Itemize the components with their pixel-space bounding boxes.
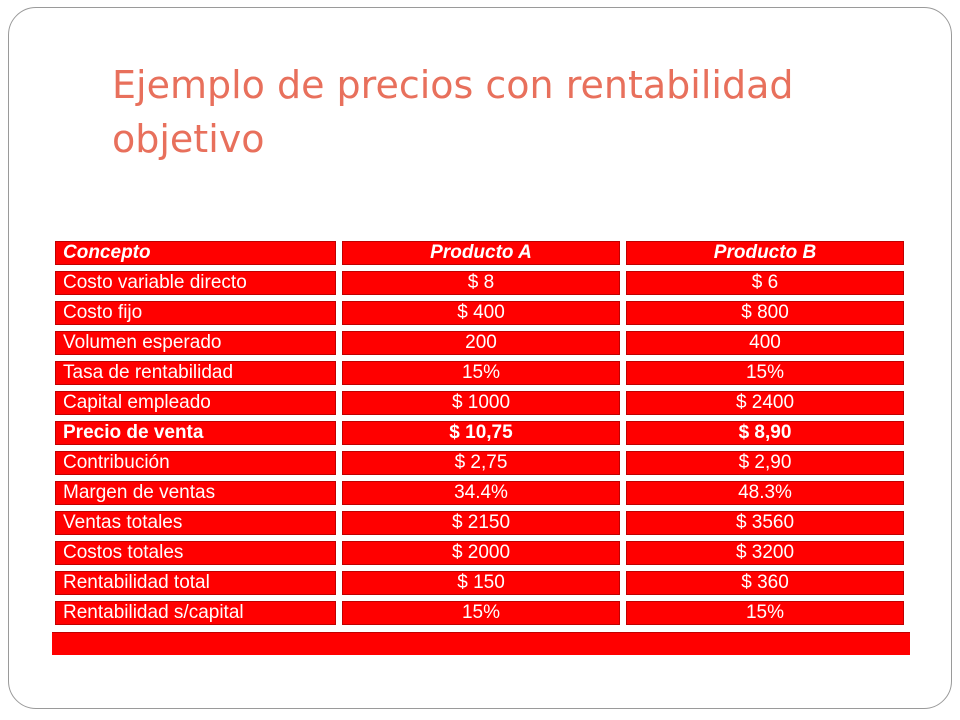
row-concept-cell: Ventas totales bbox=[55, 511, 336, 535]
row-product-b-cell: $ 6 bbox=[626, 271, 904, 295]
table-footer-bar bbox=[52, 632, 910, 655]
table-row: Costos totales $ 2000 $ 3200 bbox=[52, 538, 910, 568]
row-product-b-cell: 48.3% bbox=[626, 481, 904, 505]
table-row: Ventas totales $ 2150 $ 3560 bbox=[52, 508, 910, 538]
table-row: Volumen esperado 200 400 bbox=[52, 328, 910, 358]
row-concept-cell: Costos totales bbox=[55, 541, 336, 565]
row-product-b-cell: $ 2400 bbox=[626, 391, 904, 415]
row-product-b-cell: $ 3560 bbox=[626, 511, 904, 535]
row-concept-cell: Capital empleado bbox=[55, 391, 336, 415]
row-product-b-cell: $ 8,90 bbox=[626, 421, 904, 445]
table-row: Capital empleado $ 1000 $ 2400 bbox=[52, 388, 910, 418]
row-concept-cell: Contribución bbox=[55, 451, 336, 475]
row-concept-cell: Rentabilidad total bbox=[55, 571, 336, 595]
row-product-a-cell: $ 2,75 bbox=[342, 451, 620, 475]
header-product-b: Producto B bbox=[626, 241, 904, 265]
row-product-b-cell: 400 bbox=[626, 331, 904, 355]
table-row: Costo variable directo $ 8 $ 6 bbox=[52, 268, 910, 298]
row-concept-cell: Costo variable directo bbox=[55, 271, 336, 295]
row-product-a-cell: $ 2150 bbox=[342, 511, 620, 535]
header-product-a: Producto A bbox=[342, 241, 620, 265]
row-product-a-cell: 15% bbox=[342, 601, 620, 625]
row-product-b-cell: 15% bbox=[626, 361, 904, 385]
row-product-a-cell: $ 1000 bbox=[342, 391, 620, 415]
row-product-b-cell: $ 800 bbox=[626, 301, 904, 325]
table-row: Precio de venta $ 10,75 $ 8,90 bbox=[52, 418, 910, 448]
header-concept: Concepto bbox=[55, 241, 336, 265]
row-concept-cell: Precio de venta bbox=[55, 421, 336, 445]
table-row: Rentabilidad total $ 150 $ 360 bbox=[52, 568, 910, 598]
table-row: Margen de ventas 34.4% 48.3% bbox=[52, 478, 910, 508]
table-row: Rentabilidad s/capital 15% 15% bbox=[52, 598, 910, 628]
row-product-b-cell: $ 2,90 bbox=[626, 451, 904, 475]
row-product-a-cell: 200 bbox=[342, 331, 620, 355]
row-product-a-cell: $ 400 bbox=[342, 301, 620, 325]
row-product-a-cell: 34.4% bbox=[342, 481, 620, 505]
pricing-table: Concepto Producto A Producto B Costo var… bbox=[52, 238, 910, 658]
row-product-a-cell: $ 150 bbox=[342, 571, 620, 595]
slide-title: Ejemplo de precios con rentabilidad obje… bbox=[112, 63, 794, 161]
row-product-a-cell: $ 10,75 bbox=[342, 421, 620, 445]
row-concept-cell: Tasa de rentabilidad bbox=[55, 361, 336, 385]
row-concept-cell: Rentabilidad s/capital bbox=[55, 601, 336, 625]
row-concept-cell: Margen de ventas bbox=[55, 481, 336, 505]
table-row: Costo fijo $ 400 $ 800 bbox=[52, 298, 910, 328]
row-product-b-cell: 15% bbox=[626, 601, 904, 625]
row-product-a-cell: $ 8 bbox=[342, 271, 620, 295]
row-product-a-cell: 15% bbox=[342, 361, 620, 385]
row-product-a-cell: $ 2000 bbox=[342, 541, 620, 565]
row-product-b-cell: $ 3200 bbox=[626, 541, 904, 565]
row-concept-cell: Costo fijo bbox=[55, 301, 336, 325]
row-concept-cell: Volumen esperado bbox=[55, 331, 336, 355]
table-header-row: Concepto Producto A Producto B bbox=[52, 238, 910, 268]
table-row: Tasa de rentabilidad 15% 15% bbox=[52, 358, 910, 388]
row-product-b-cell: $ 360 bbox=[626, 571, 904, 595]
table-row: Contribución $ 2,75 $ 2,90 bbox=[52, 448, 910, 478]
